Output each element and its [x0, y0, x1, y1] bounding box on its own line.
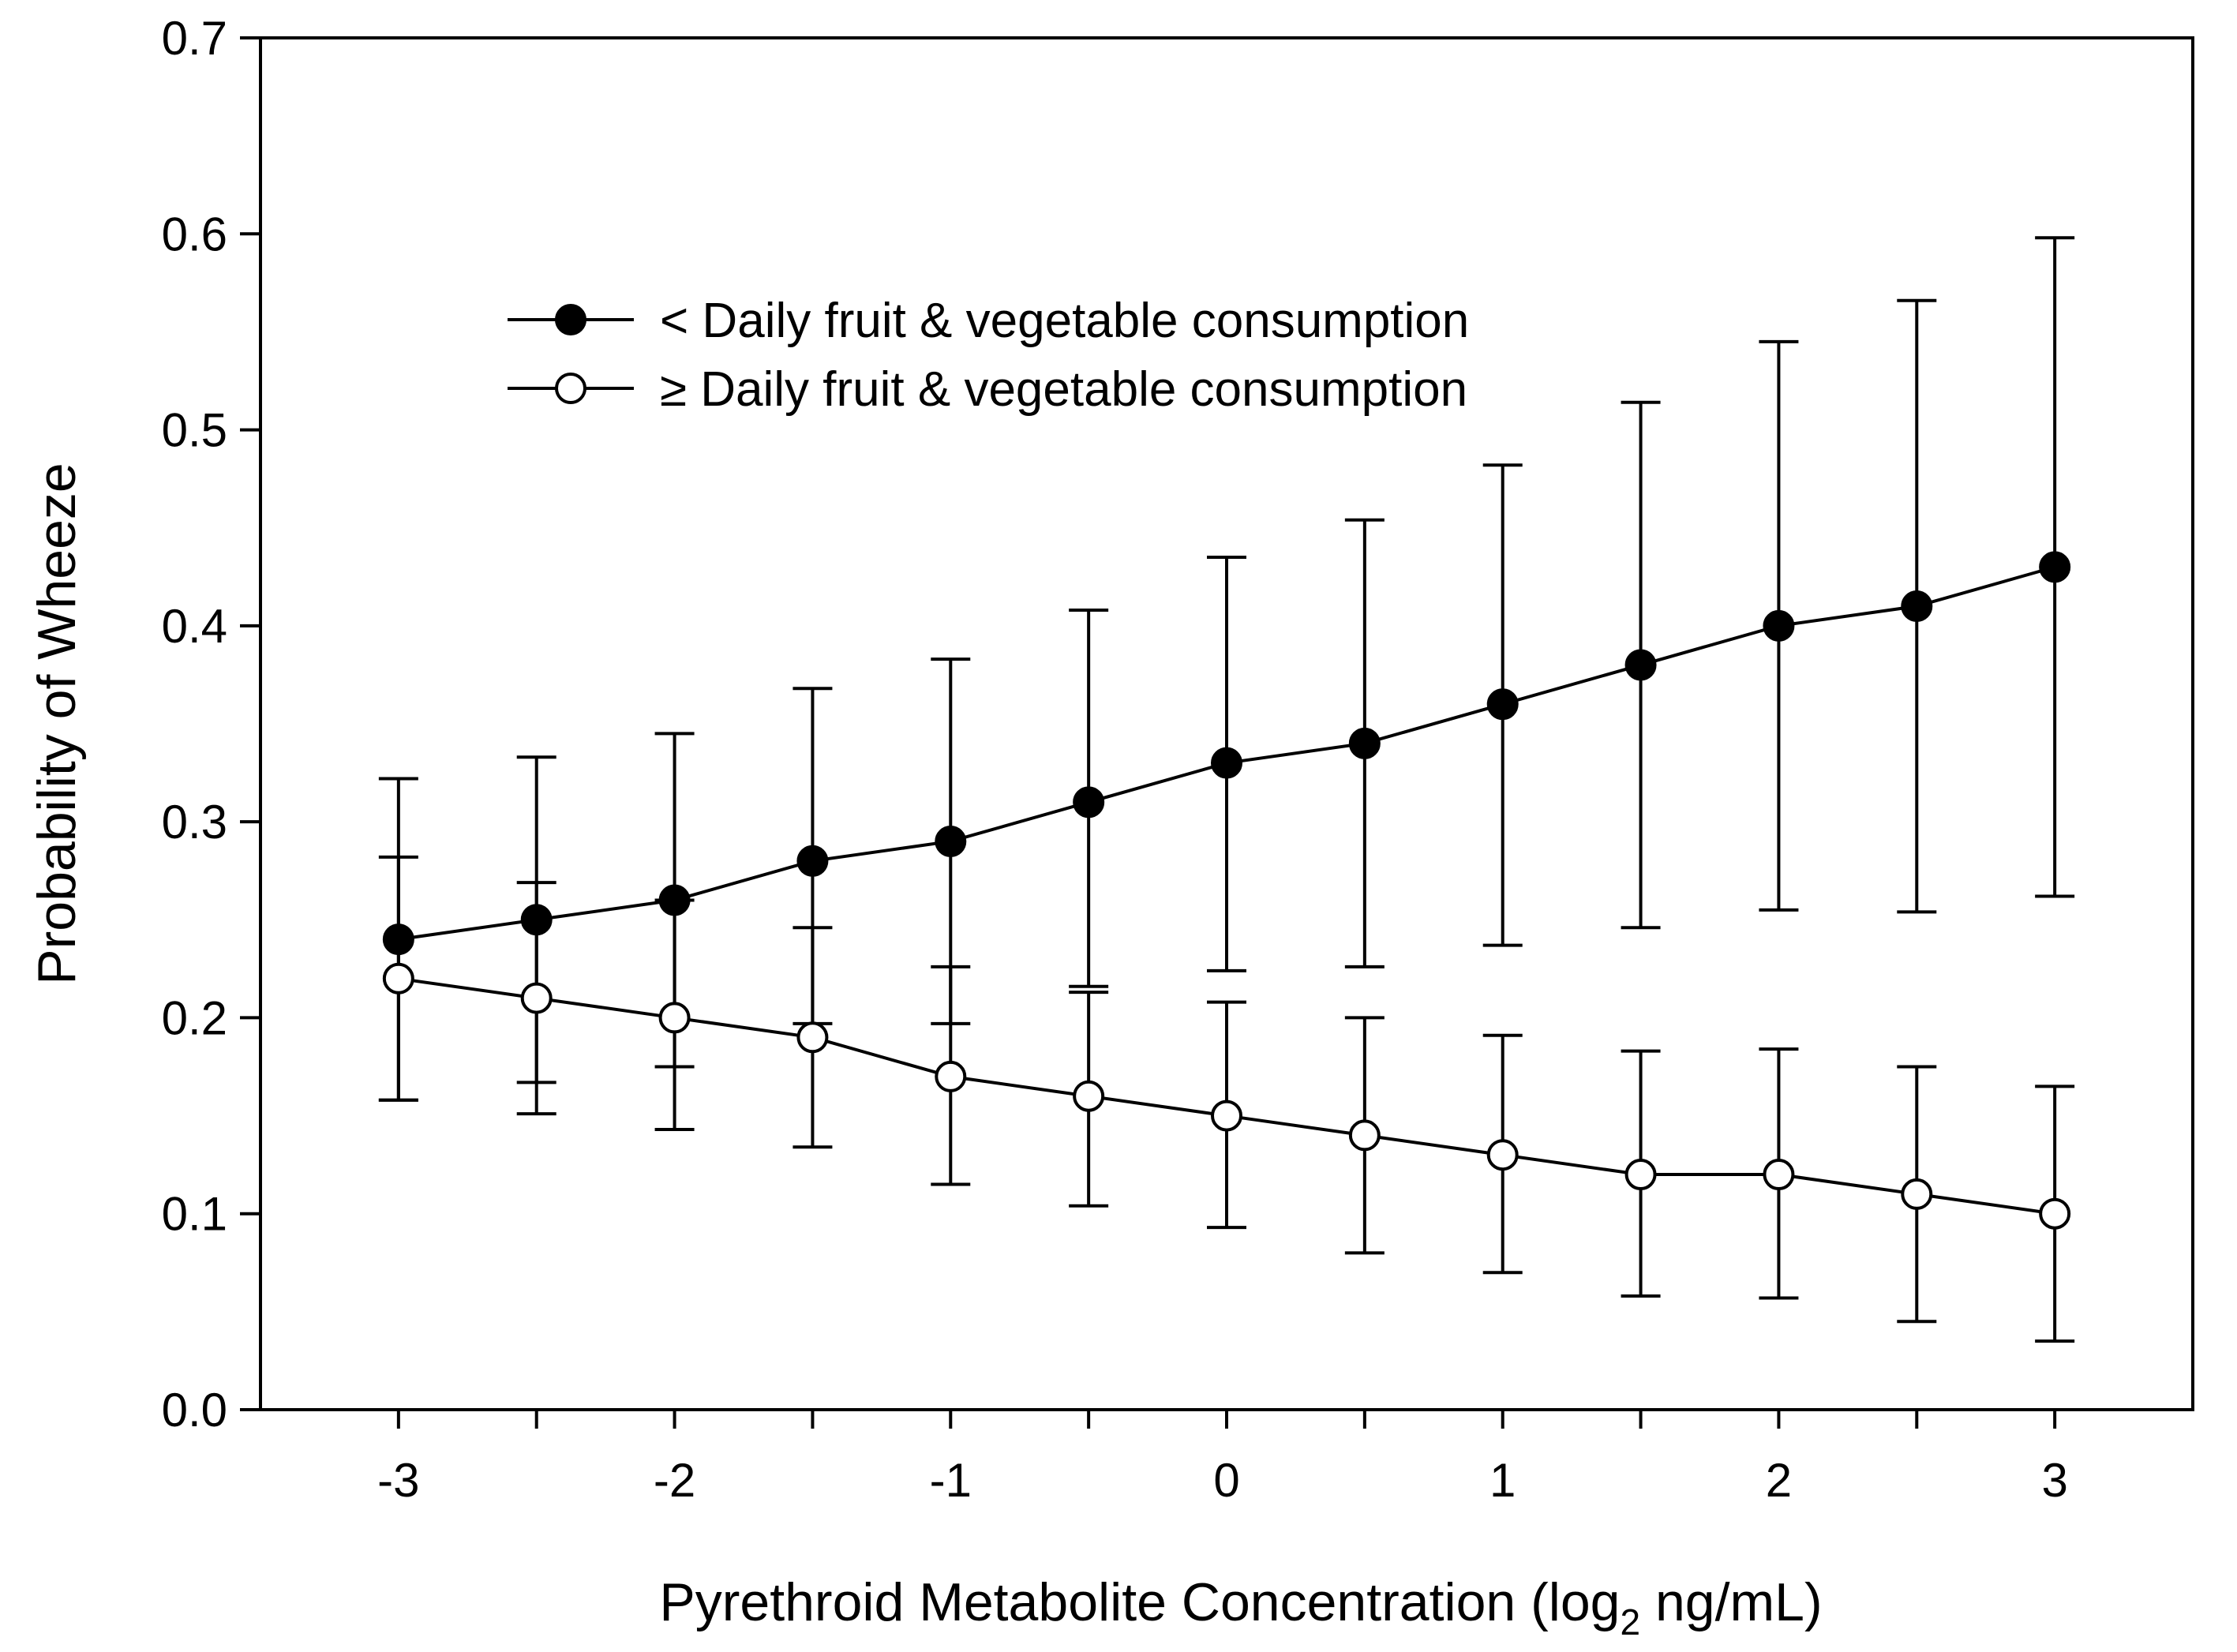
data-point — [1763, 609, 1795, 642]
legend-item-2: ≥ Daily fruit & vegetable consumption — [508, 362, 1467, 417]
y-tick-label: 0.6 — [162, 208, 227, 260]
data-point — [1486, 1139, 1519, 1171]
x-tick-label: -3 — [377, 1454, 419, 1507]
data-point — [1624, 1159, 1657, 1191]
y-tick-label: 0.3 — [162, 796, 227, 848]
data-point — [796, 1021, 829, 1054]
data-point — [1073, 786, 1105, 819]
x-tick-label: -1 — [930, 1454, 972, 1507]
data-point — [520, 982, 553, 1014]
data-point — [2039, 1197, 2071, 1230]
data-point — [935, 1060, 967, 1092]
x-axis-label: Pyrethroid Metabolite Concentration (log… — [659, 1572, 1822, 1643]
x-tick-label: -2 — [654, 1454, 695, 1507]
legend-item-1: < Daily fruit & vegetable consumption — [508, 294, 1469, 348]
series-1 — [378, 236, 2075, 1102]
x-axis-label-main: Pyrethroid Metabolite Concentration (log — [659, 1572, 1620, 1632]
legend-marker — [555, 373, 586, 404]
data-point — [1211, 1099, 1242, 1132]
data-point — [1901, 590, 1933, 623]
data-point — [1763, 1159, 1795, 1191]
series-layer — [378, 236, 2075, 1343]
data-point — [1486, 688, 1519, 721]
data-point — [2039, 551, 2071, 583]
series-2 — [378, 855, 2075, 1343]
y-tick-label: 0.7 — [162, 12, 227, 65]
y-tick-label: 0.4 — [162, 600, 227, 653]
x-tick-label: 2 — [1766, 1454, 1792, 1507]
y-tick-label: 0.2 — [162, 991, 227, 1044]
data-point — [382, 962, 414, 995]
data-point — [1901, 1178, 1933, 1210]
legend-marker — [555, 304, 586, 335]
data-point — [1624, 649, 1657, 681]
legend: < Daily fruit & vegetable consumption ≥ D… — [508, 294, 1469, 417]
x-tick-label: 3 — [2041, 1454, 2067, 1507]
x-axis: -3 -2 -1 0 1 2 3 — [377, 1410, 2068, 1507]
x-tick-label: 1 — [1489, 1454, 1516, 1507]
y-tick-label: 0.0 — [162, 1384, 227, 1437]
data-point — [1348, 1119, 1381, 1152]
legend-label: ≥ Daily fruit & vegetable consumption — [660, 362, 1467, 417]
y-axis-label: Probability of Wheeze — [27, 463, 87, 984]
y-tick-label: 0.5 — [162, 404, 227, 457]
y-axis: 0.0 0.1 0.2 0.3 0.4 0.5 0.6 0.7 — [162, 12, 260, 1437]
x-tick-label: 0 — [1213, 1454, 1239, 1507]
data-point — [1073, 1080, 1105, 1112]
x-axis-label-subscript: 2 — [1620, 1601, 1640, 1643]
y-tick-label: 0.1 — [162, 1188, 227, 1241]
data-point — [658, 1002, 691, 1034]
x-axis-label-tail: ng/mL) — [1640, 1572, 1823, 1632]
data-point — [1348, 727, 1381, 759]
data-point — [935, 825, 967, 857]
data-point — [796, 845, 829, 877]
data-point — [1211, 747, 1242, 779]
legend-label: < Daily fruit & vegetable consumption — [660, 294, 1469, 348]
